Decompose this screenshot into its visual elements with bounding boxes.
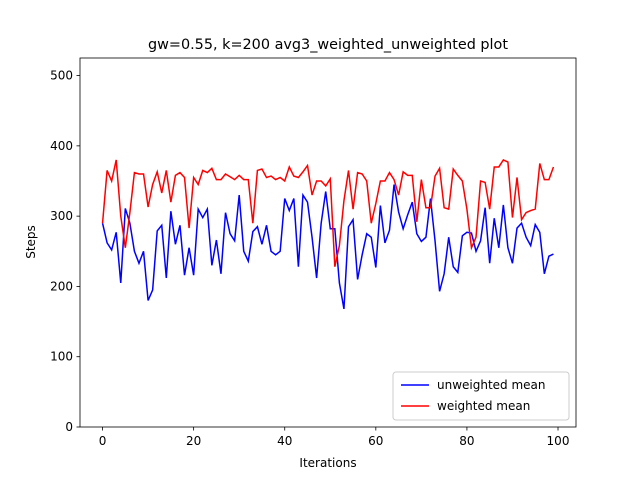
y-tick-label: 0 bbox=[65, 420, 73, 434]
x-axis-label: Iterations bbox=[299, 456, 356, 470]
plot-frame bbox=[79, 57, 577, 428]
legend-label: weighted mean bbox=[437, 399, 530, 413]
legend: unweighted mean weighted mean bbox=[392, 371, 570, 421]
data-line bbox=[101, 158, 555, 267]
x-tick-label: 40 bbox=[277, 434, 292, 448]
y-tick-label: 400 bbox=[50, 139, 73, 153]
y-tick-label: 100 bbox=[50, 350, 73, 364]
legend-label: unweighted mean bbox=[437, 378, 546, 392]
x-tick-label: 0 bbox=[99, 434, 107, 448]
y-axis-label: Steps bbox=[24, 225, 38, 259]
legend-box bbox=[392, 371, 570, 421]
x-tick-label: 80 bbox=[459, 434, 474, 448]
x-tick-label: 20 bbox=[186, 434, 201, 448]
x-tick-label: 100 bbox=[547, 434, 570, 448]
data-line bbox=[101, 184, 554, 310]
y-tick-label: 500 bbox=[50, 69, 73, 83]
y-tick-label: 300 bbox=[50, 209, 73, 223]
y-tick-label: 200 bbox=[50, 279, 73, 293]
x-tick-label: 60 bbox=[368, 434, 383, 448]
chart-title: gw=0.55, k=200 avg3_weighted_unweighted … bbox=[148, 37, 508, 53]
